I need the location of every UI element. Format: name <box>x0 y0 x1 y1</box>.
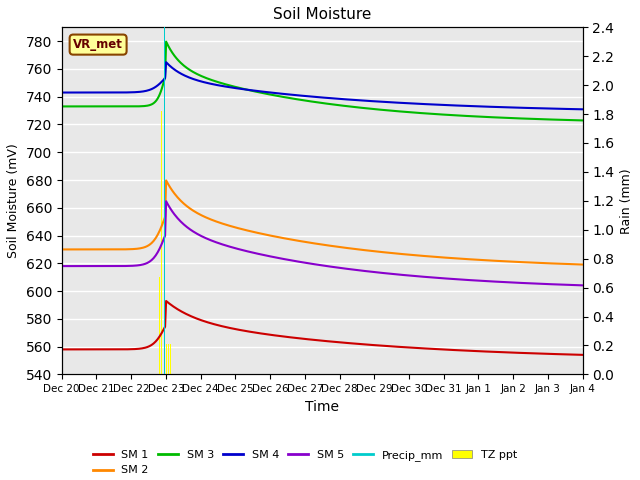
Bar <box>170 344 171 374</box>
Legend: SM 1, SM 2, SM 3, SM 4, SM 5, Precip_mm, TZ ppt: SM 1, SM 2, SM 3, SM 4, SM 5, Precip_mm,… <box>88 445 522 480</box>
Y-axis label: Soil Moisture (mV): Soil Moisture (mV) <box>7 144 20 258</box>
X-axis label: Time: Time <box>305 400 339 414</box>
Bar <box>168 344 169 374</box>
Bar <box>159 277 160 374</box>
Text: VR_met: VR_met <box>73 38 123 51</box>
Title: Soil Moisture: Soil Moisture <box>273 7 371 22</box>
Bar <box>166 344 167 374</box>
Y-axis label: Rain (mm): Rain (mm) <box>620 168 633 234</box>
Bar <box>161 110 162 374</box>
